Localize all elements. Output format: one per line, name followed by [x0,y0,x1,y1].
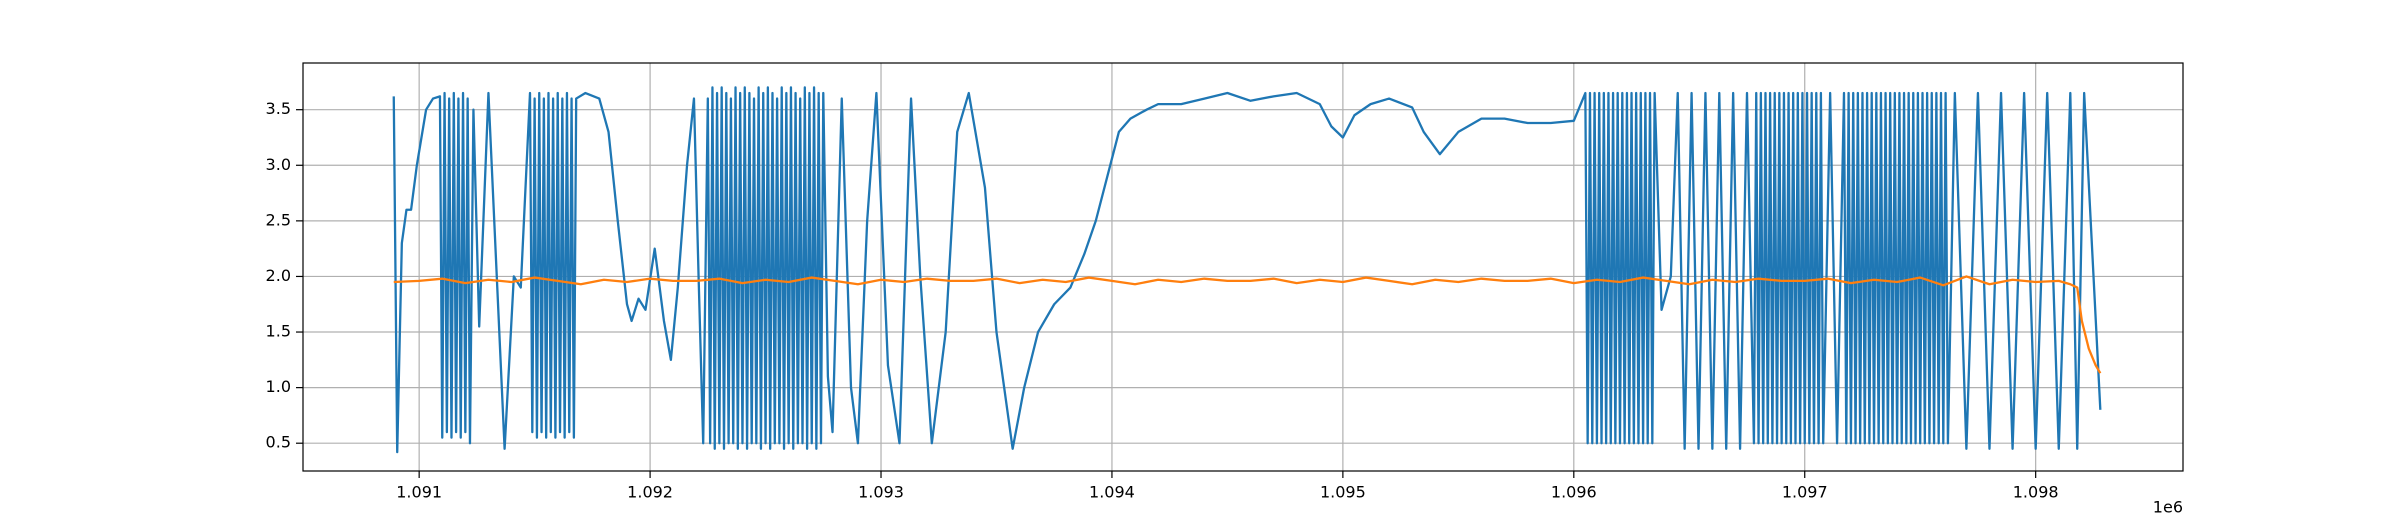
y-tick-label: 1.5 [266,322,291,341]
x-tick-label: 1.098 [2013,483,2059,502]
y-tick-label: 3.0 [266,155,291,174]
y-tick-label: 0.5 [266,433,291,452]
x-tick-label: 1.095 [1320,483,1366,502]
plot-frame [302,62,2184,472]
y-tick-label: 3.5 [266,99,291,118]
x-offset-text: 1e6 [2153,498,2183,517]
data-line [393,275,2102,374]
x-tick-label: 1.093 [858,483,904,502]
y-tick-label: 2.5 [266,210,291,229]
x-tick-label: 1.092 [627,483,673,502]
x-tick-label: 1.091 [396,483,442,502]
y-tick-label: 1.0 [266,377,291,396]
x-tick-label: 1.097 [1782,483,1828,502]
data-line [392,86,2102,454]
y-tick-label: 2.0 [266,266,291,285]
x-tick-label: 1.096 [1551,483,1597,502]
x-tick-label: 1.094 [1089,483,1135,502]
